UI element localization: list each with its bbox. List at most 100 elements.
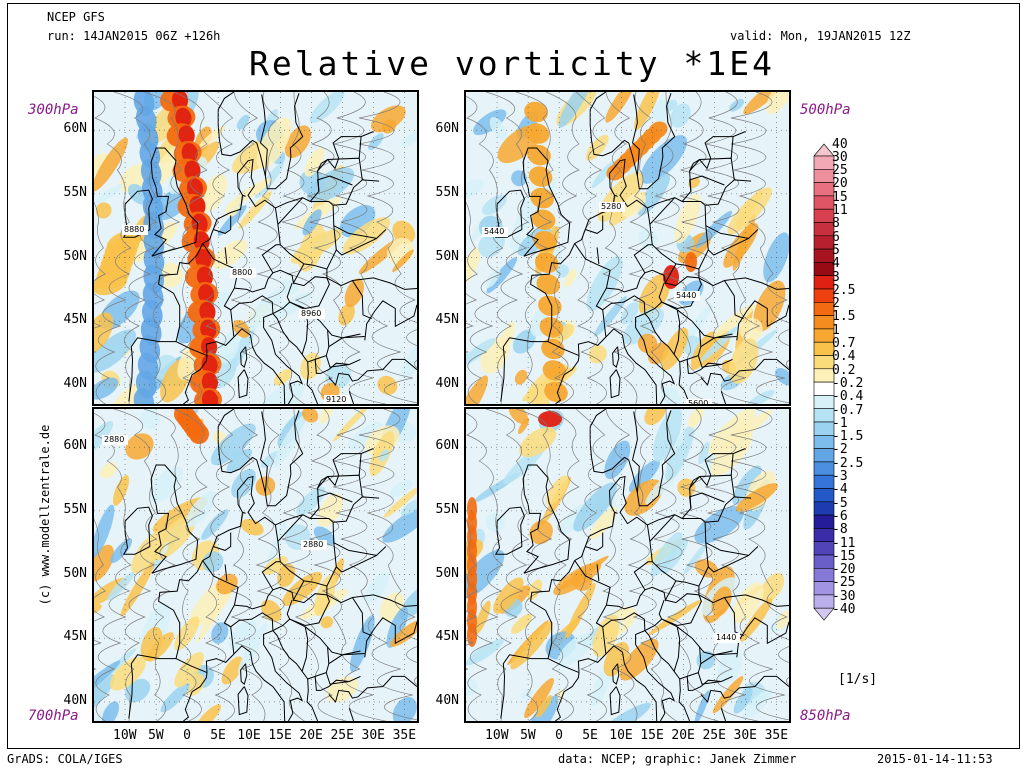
lat-label: 55N — [63, 184, 87, 200]
colorbar-swatch — [813, 434, 835, 449]
colorbar-label: -11 — [832, 535, 856, 551]
lon-label: 25E — [702, 728, 726, 743]
colorbar — [813, 143, 835, 621]
colorbar-swatch — [813, 421, 835, 436]
svg-text:9120: 9120 — [326, 395, 346, 404]
colorbar-label: -1 — [832, 415, 848, 431]
lon-label: 35E — [392, 728, 417, 743]
colorbar-swatch — [813, 262, 835, 277]
colorbar-label: 40 — [832, 136, 848, 152]
lon-label: 0 — [183, 728, 191, 743]
colorbar-swatch — [813, 155, 835, 170]
lon-label: 20E — [671, 728, 695, 743]
colorbar-swatch — [813, 341, 835, 356]
colorbar-swatch — [813, 594, 835, 609]
contour-label: 5440 — [482, 227, 508, 237]
lat-label: 50N — [63, 248, 87, 264]
svg-text:5440: 5440 — [676, 291, 696, 300]
colorbar-label: -8 — [832, 522, 848, 538]
svg-text:8960: 8960 — [301, 309, 321, 318]
map-panel-850hpa: 1440 — [464, 407, 791, 723]
lat-label: 60N — [435, 438, 459, 454]
svg-text:5440: 5440 — [484, 227, 504, 236]
lon-label: 15E — [640, 728, 664, 743]
colorbar-swatch — [813, 408, 835, 423]
lat-label: 40N — [435, 692, 459, 708]
colorbar-swatch — [813, 168, 835, 183]
lon-label: 10E — [237, 728, 261, 743]
colorbar-swatch — [813, 328, 835, 343]
contour-label: 1440 — [714, 633, 740, 643]
lat-label: 45N — [435, 629, 459, 645]
colorbar-label: 8 — [832, 216, 840, 232]
colorbar-label: -20 — [832, 562, 856, 578]
lat-label: 55N — [435, 501, 459, 517]
colorbar-label: -2.5 — [832, 455, 864, 471]
contour-label: 5280 — [599, 202, 625, 212]
colorbar-swatch — [813, 528, 835, 542]
colorbar-swatch — [813, 514, 835, 529]
lon-label: 5W — [520, 728, 536, 743]
lon-label: 10W — [113, 728, 137, 743]
svg-text:8800: 8800 — [232, 268, 252, 277]
colorbar-swatch — [813, 567, 835, 582]
colorbar-swatch — [813, 208, 835, 223]
lon-label: 25E — [330, 728, 354, 743]
map-panel-500hpa: 5440 5280 5440 5600 — [464, 90, 791, 406]
colorbar-label: 0.4 — [832, 349, 856, 365]
level-label-850: 850hPa — [800, 708, 851, 724]
lat-label: 55N — [435, 184, 459, 200]
colorbar-label: -25 — [832, 575, 856, 591]
colorbar-label: -40 — [832, 602, 856, 617]
colorbar-swatch — [813, 381, 835, 396]
colorbar-swatch — [813, 448, 835, 463]
colorbar-swatch — [813, 315, 835, 330]
lat-label: 50N — [63, 565, 87, 581]
colorbar-label: 1.5 — [832, 309, 856, 325]
colorbar-label: 11 — [832, 203, 848, 218]
run-info: run: 14JAN2015 06Z +126h — [47, 29, 221, 43]
svg-text:2880: 2880 — [104, 435, 124, 444]
map-panel-700hpa: 2880 2880 — [92, 407, 419, 723]
lon-label: 5W — [148, 728, 164, 743]
lat-label: 50N — [435, 248, 459, 264]
lat-label: 40N — [63, 375, 87, 391]
contour-label: 9120 — [324, 395, 350, 404]
colorbar-swatch — [813, 275, 835, 290]
colorbar-label: -5 — [832, 495, 848, 511]
colorbar-label: -30 — [832, 588, 856, 604]
colorbar-swatch — [813, 395, 835, 409]
colorbar-swatch — [813, 195, 835, 210]
level-label-700: 700hPa — [28, 708, 79, 724]
map-title: Relative vorticity *1E4 — [249, 44, 775, 83]
colorbar-label: -15 — [832, 548, 856, 564]
contour-label: 8800 — [230, 268, 256, 278]
lon-label: 5E — [582, 728, 598, 743]
lat-label: 40N — [435, 375, 459, 391]
svg-text:1440: 1440 — [716, 633, 736, 642]
contour-label: 8960 — [299, 309, 325, 319]
lat-label: 55N — [63, 501, 87, 517]
lon-label: 30E — [361, 728, 385, 743]
level-label-500: 500hPa — [800, 102, 851, 118]
valid-time: valid: Mon, 19JAN2015 12Z — [730, 29, 911, 43]
colorbar-swatch — [813, 554, 835, 569]
footer-credit: data: NCEP; graphic: Janek Zimmer — [558, 752, 797, 766]
lon-label: 10W — [485, 728, 509, 743]
contour-label: 8880 — [122, 225, 148, 235]
lat-label: 60N — [63, 121, 87, 137]
colorbar-label: 15 — [832, 189, 848, 205]
colorbar-label: -2 — [832, 442, 848, 458]
lat-label: 60N — [63, 438, 87, 454]
lon-label: 30E — [733, 728, 757, 743]
model-name: NCEP GFS — [47, 10, 105, 24]
lon-label: 20E — [299, 728, 323, 743]
svg-text:2880: 2880 — [303, 540, 323, 549]
colorbar-swatch — [813, 541, 835, 556]
colorbar-label: 2 — [832, 296, 840, 312]
map-panel-300hpa: 8880 8800 8960 9120 — [92, 90, 419, 406]
lat-label: 45N — [63, 312, 87, 328]
colorbar-label: -6 — [832, 508, 848, 524]
colorbar-unit: [1/s] — [838, 672, 878, 687]
colorbar-label: -0.2 — [832, 375, 864, 391]
